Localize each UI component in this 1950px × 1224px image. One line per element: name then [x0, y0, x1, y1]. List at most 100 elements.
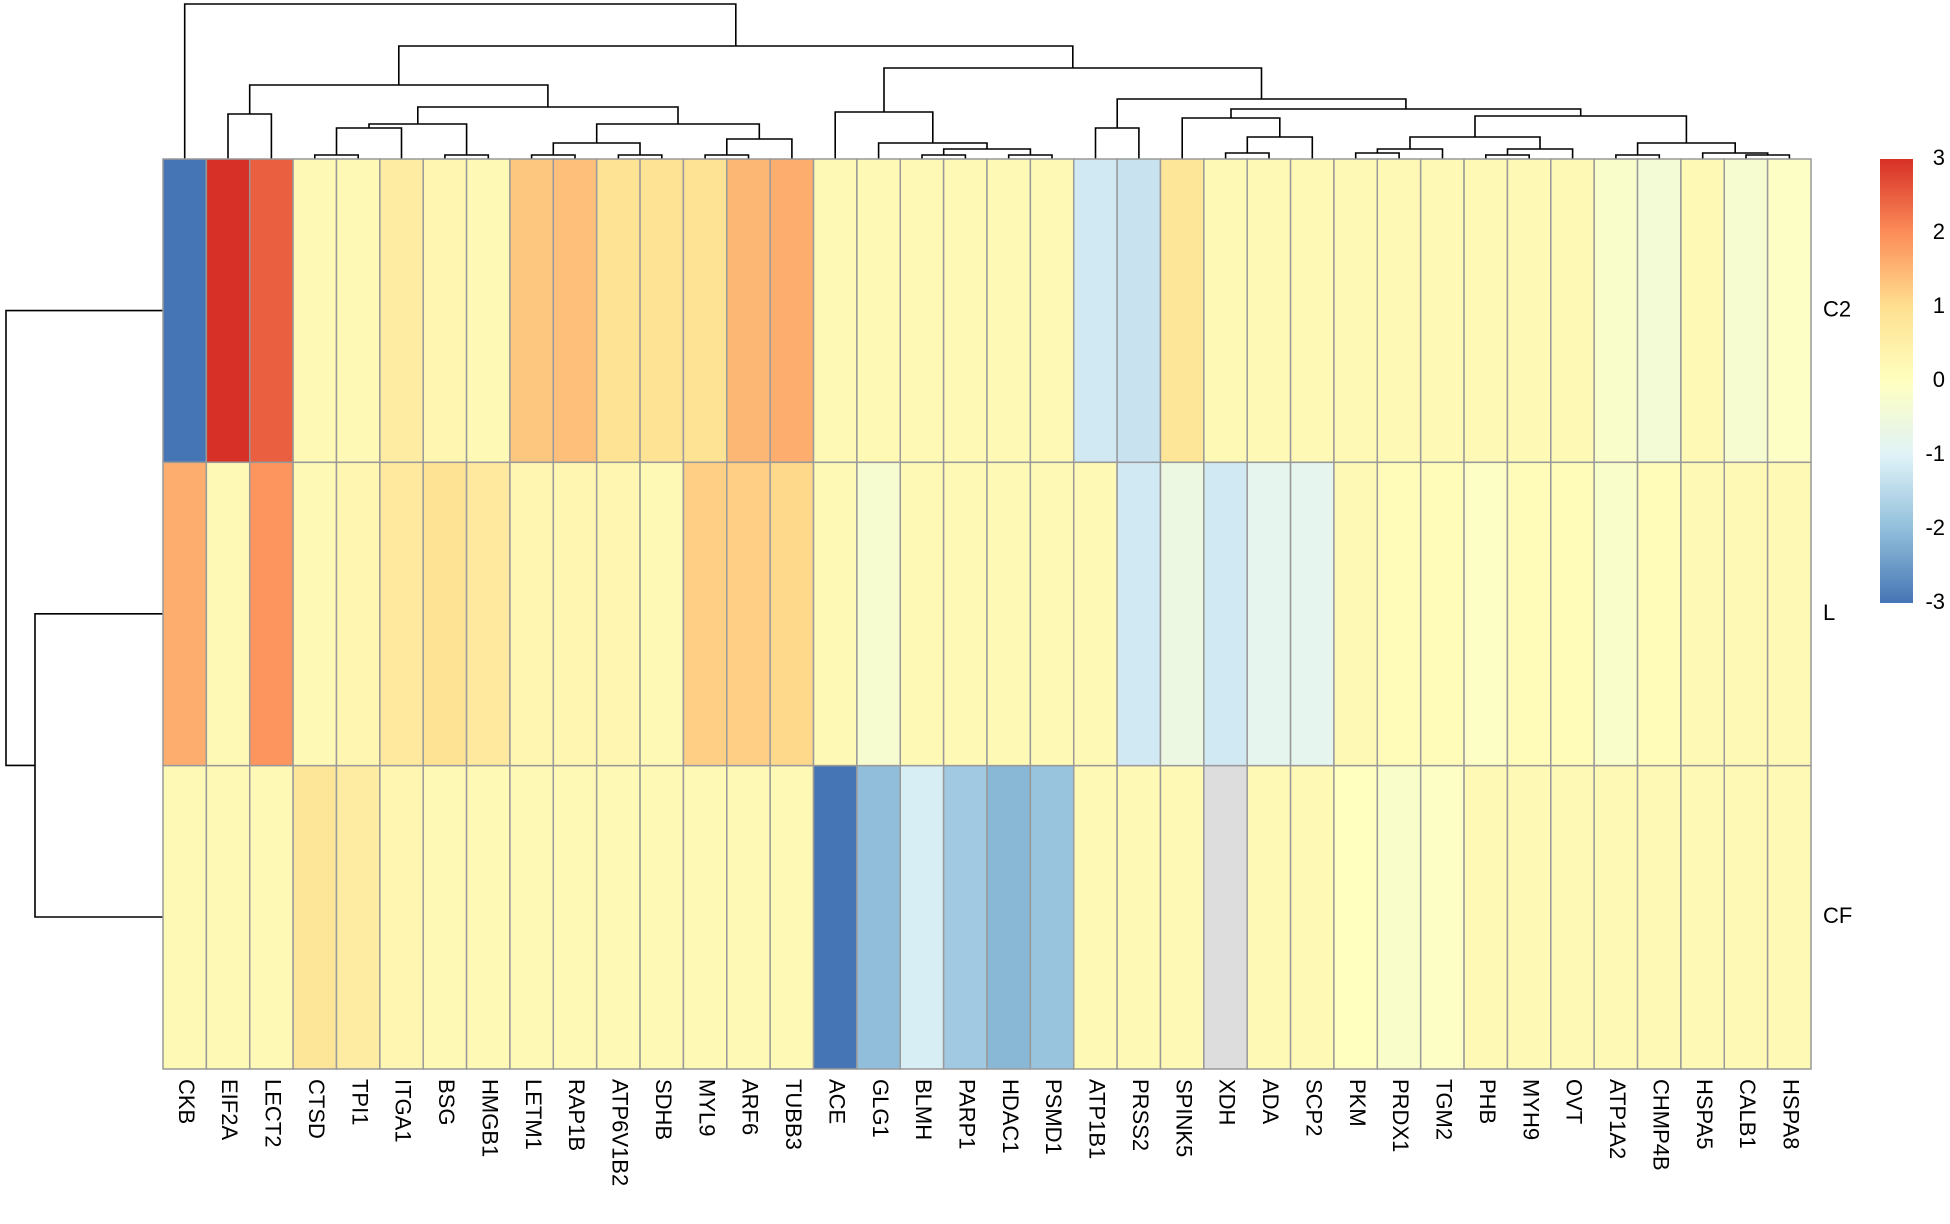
- column-label: PHB: [1475, 1079, 1500, 1124]
- heatmap-cell: [509, 158, 555, 464]
- column-label: TGM2: [1432, 1079, 1457, 1140]
- heatmap-cell: [335, 158, 381, 464]
- heatmap-cell: [1333, 764, 1379, 1070]
- column-label: LECT2: [261, 1079, 286, 1147]
- heatmap-cell: [682, 764, 728, 1070]
- heatmap-cell: [856, 764, 902, 1070]
- heatmap-cell: [248, 158, 294, 464]
- heatmap-cell: [1723, 158, 1769, 464]
- column-label: CHMP4B: [1648, 1079, 1673, 1171]
- heatmap-cell: [1550, 158, 1595, 464]
- heatmap-cell: [682, 158, 728, 464]
- heatmap-cell: [1766, 461, 1812, 767]
- heatmap-cell: [248, 461, 294, 767]
- column-label: BSG: [434, 1079, 459, 1125]
- heatmap-cell: [205, 764, 251, 1070]
- heatmap-cell: [1289, 764, 1335, 1070]
- heatmap-cell: [726, 158, 771, 464]
- heatmap-cell: [422, 461, 468, 767]
- heatmap-cell: [1680, 461, 1726, 767]
- column-label: HSPA5: [1692, 1079, 1717, 1150]
- row-dendrogram: [5, 309, 163, 918]
- row-label: CF: [1823, 903, 1852, 928]
- heatmap-cell: [1203, 158, 1248, 464]
- heatmap-cell: [1376, 158, 1422, 464]
- heatmap-cell: [1246, 158, 1292, 464]
- column-label: XDH: [1215, 1079, 1240, 1125]
- heatmap-cell: [1463, 764, 1509, 1070]
- heatmap-cell: [1636, 158, 1682, 464]
- column-label: SDHB: [651, 1079, 676, 1140]
- heatmap-cell: [1766, 158, 1812, 464]
- heatmap-cell: [1203, 764, 1248, 1070]
- heatmap-cell: [812, 764, 858, 1070]
- column-label: PRSS2: [1128, 1079, 1153, 1151]
- colorbar-tick-label: 1: [1933, 293, 1945, 318]
- heatmap-cell: [812, 158, 858, 464]
- heatmap-cell: [942, 158, 988, 464]
- heatmap-cell: [292, 461, 338, 767]
- column-label: ACE: [824, 1079, 849, 1124]
- column-label: LETM1: [521, 1079, 546, 1150]
- heatmap-cell: [1029, 764, 1075, 1070]
- row-label: C2: [1823, 296, 1851, 321]
- heatmap-cell: [1376, 461, 1422, 767]
- heatmap-cell: [335, 461, 381, 767]
- heatmap-cell: [1333, 461, 1379, 767]
- heatmap-cell: [639, 158, 685, 464]
- heatmap-cell: [726, 461, 771, 767]
- heatmap-cell: [162, 764, 208, 1070]
- heatmap-cell: [1029, 461, 1075, 767]
- heatmap-cell: [1159, 158, 1205, 464]
- heatmap-cell: [1246, 764, 1292, 1070]
- column-label: PSMD1: [1041, 1079, 1066, 1155]
- heatmap-cell: [509, 764, 555, 1070]
- heatmap-cell: [942, 461, 988, 767]
- heatmap-cell: [292, 764, 338, 1070]
- heatmap-cell: [1463, 461, 1509, 767]
- heatmap-cell: [639, 461, 685, 767]
- heatmap-cell: [1766, 764, 1812, 1070]
- heatmap-cell: [1506, 764, 1552, 1070]
- heatmap-cell: [552, 158, 598, 464]
- heatmap-cell: [1159, 461, 1205, 767]
- column-label: CKB: [174, 1079, 199, 1124]
- column-label: ADA: [1258, 1079, 1283, 1125]
- colorbar-tick-label: 0: [1933, 367, 1945, 392]
- heatmap-cell: [1116, 158, 1162, 464]
- column-label: ITGA1: [391, 1079, 416, 1143]
- column-label: CALB1: [1735, 1079, 1760, 1149]
- heatmap-cell: [1550, 764, 1595, 1070]
- heatmap-cell: [942, 764, 988, 1070]
- heatmap-cell: [379, 158, 424, 464]
- heatmap-cell: [552, 764, 598, 1070]
- column-label: MYH9: [1518, 1079, 1543, 1140]
- heatmap-cell: [205, 461, 251, 767]
- heatmap-cell: [769, 158, 815, 464]
- heatmap-cell: [1116, 461, 1162, 767]
- heatmap-cell: [552, 461, 598, 767]
- heatmap-cell: [1593, 158, 1639, 464]
- heatmap-cell: [1419, 461, 1465, 767]
- heatmap-cell: [1680, 764, 1726, 1070]
- heatmap-cell: [465, 461, 511, 767]
- heatmap-cell: [1636, 461, 1682, 767]
- heatmap-cell: [1376, 764, 1422, 1070]
- column-label: ATP1A2: [1605, 1079, 1630, 1159]
- heatmap-cell: [595, 158, 641, 464]
- column-dendrogram: [183, 3, 1791, 159]
- heatmap-cell: [856, 158, 902, 464]
- column-label: SCP2: [1301, 1079, 1326, 1136]
- colorbar-tick-label: -3: [1925, 589, 1945, 614]
- heatmap-cell: [1463, 158, 1509, 464]
- heatmap-cell: [1593, 764, 1639, 1070]
- heatmap-cell: [205, 158, 251, 464]
- column-label: BLMH: [911, 1079, 936, 1140]
- column-label: ATP6V1B2: [608, 1079, 633, 1186]
- heatmap-cell: [509, 461, 555, 767]
- column-label: CTSD: [304, 1079, 329, 1139]
- heatmap-cell: [856, 461, 902, 767]
- column-label: SPINK5: [1171, 1079, 1196, 1157]
- heatmap-cell: [1680, 158, 1726, 464]
